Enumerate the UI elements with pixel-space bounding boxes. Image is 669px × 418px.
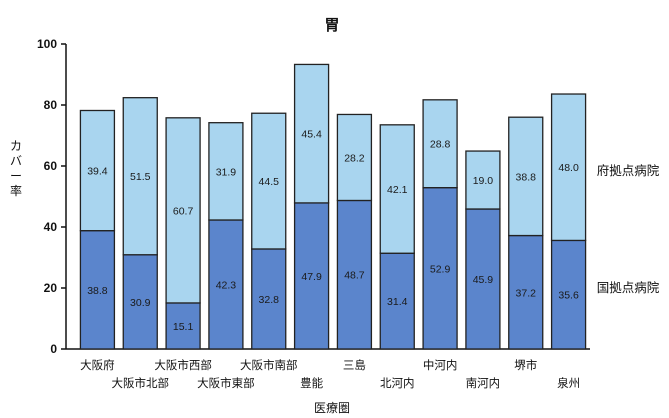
x-category-label: 大阪府	[80, 358, 115, 372]
y-tick-label: 80	[44, 98, 58, 112]
data-label: 52.9	[430, 263, 451, 275]
data-label: 48.0	[558, 162, 579, 174]
x-axis-title: 医療圏	[314, 401, 350, 415]
bar-segment-prefectural	[122, 97, 158, 256]
y-tick-label: 0	[50, 342, 57, 356]
bar-segment-national	[336, 199, 373, 350]
bar-segment-national	[465, 208, 501, 350]
bar-segment-prefectural	[422, 99, 458, 189]
bar-segment-national	[422, 187, 458, 350]
data-label: 28.8	[430, 139, 451, 151]
bar-segment-prefectural	[208, 122, 244, 221]
data-label: 35.6	[558, 290, 579, 302]
data-label: 42.3	[216, 279, 237, 291]
data-label: 44.5	[259, 176, 280, 188]
x-category-label: 堺市	[514, 358, 537, 372]
bar-segment-prefectural	[508, 116, 544, 237]
chart-title: 胃	[324, 16, 339, 34]
bar-segment-prefectural	[550, 93, 587, 242]
data-label: 30.9	[130, 297, 151, 309]
data-label: 31.9	[216, 166, 237, 178]
bar-segment-prefectural	[379, 124, 415, 254]
x-category-label: 南河内	[466, 376, 501, 390]
y-tick-label: 40	[44, 220, 58, 234]
x-category-label: 北河内	[380, 376, 415, 390]
bar-segment-prefectural	[165, 117, 201, 304]
y-axis-title: カバー率	[10, 139, 22, 198]
data-label: 42.1	[387, 184, 408, 196]
data-label: 15.1	[173, 321, 194, 333]
x-category-label: 大阪市南部	[240, 358, 298, 372]
y-axis-title-text: カバー率	[10, 139, 22, 198]
data-label: 45.9	[473, 274, 494, 286]
data-label: 38.8	[87, 285, 108, 297]
bar-segment-prefectural	[336, 113, 373, 202]
bar-segment-prefectural	[251, 112, 287, 250]
x-category-label: 大阪市西部	[154, 358, 212, 372]
data-label: 32.8	[259, 294, 280, 306]
bar-segment-prefectural	[79, 109, 116, 232]
x-category-label: 泉州	[557, 376, 580, 390]
legend-entry-prefectural: 府拠点病院	[597, 163, 660, 178]
data-label: 47.9	[301, 271, 322, 283]
data-label: 31.4	[387, 296, 408, 308]
data-label: 39.4	[87, 166, 108, 178]
bar-segment-national	[508, 234, 544, 350]
y-tick-label: 100	[37, 37, 57, 51]
data-label: 60.7	[173, 205, 194, 217]
x-category-label: 中河内	[423, 358, 458, 372]
x-category-label: 大阪市北部	[112, 376, 170, 390]
bar-segment-national	[122, 254, 158, 350]
legend-entry-national: 国拠点病院	[597, 280, 660, 295]
data-label: 28.2	[344, 152, 365, 164]
bar-segment-national	[550, 239, 587, 350]
bar-segment-national	[165, 302, 201, 350]
bar-segment-national	[293, 202, 330, 350]
y-tick-label: 60	[44, 159, 58, 173]
data-label: 45.4	[301, 129, 322, 141]
data-label: 48.7	[344, 270, 365, 282]
data-label: 51.5	[130, 171, 151, 183]
x-category-label: 大阪市東部	[197, 376, 255, 390]
y-tick-label: 20	[44, 281, 58, 295]
bar-segment-prefectural	[465, 150, 501, 210]
x-category-label: 豊能	[300, 376, 323, 390]
bar-segment-national	[251, 248, 287, 350]
bar-segment-prefectural	[293, 63, 330, 204]
x-category-label: 三島	[343, 358, 366, 372]
data-label: 37.2	[516, 287, 537, 299]
bar-segment-national	[79, 230, 116, 350]
data-label: 38.8	[516, 171, 537, 183]
data-label: 19.0	[473, 175, 494, 187]
